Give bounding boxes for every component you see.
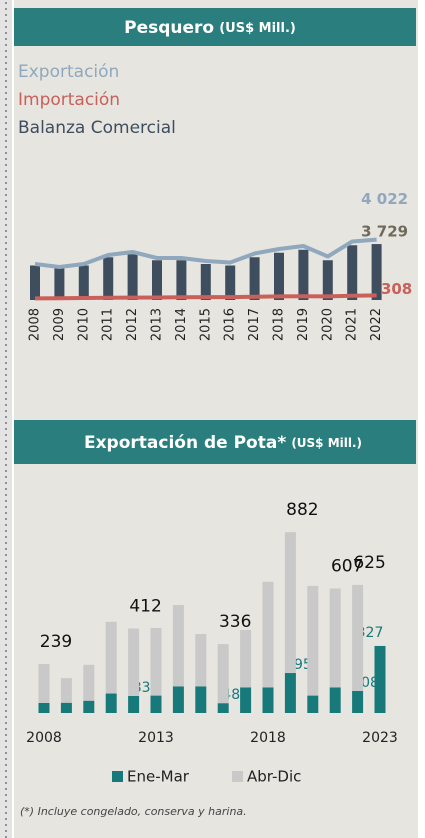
bar-segment: [284, 532, 296, 674]
total-label: 625: [353, 553, 385, 573]
total-label: 607: [331, 557, 363, 577]
x-tick-label: 2019: [296, 308, 311, 341]
chart-title: Pesquero (US$ Mill.): [124, 18, 296, 39]
x-tick-label: 2013: [150, 308, 165, 341]
side-strip: [0, 0, 12, 838]
bar: [274, 252, 284, 300]
x-tick-label: 2020: [320, 308, 335, 341]
bar-segment: [262, 581, 274, 688]
bar: [30, 265, 40, 300]
x-tick-label: 2018: [250, 730, 286, 746]
bar-segment: [128, 695, 140, 713]
legend-swatch: [112, 771, 123, 782]
bar-segment: [374, 645, 386, 713]
bar-segment: [172, 686, 184, 713]
bar-segment: [240, 629, 252, 688]
footnote: (*) Incluye congelado, conserva y harina…: [20, 805, 247, 818]
bar-segment: [38, 702, 50, 713]
x-tick-label: 2009: [52, 308, 67, 341]
chart-title: Exportación de Pota* (US$ Mill.): [84, 433, 362, 454]
legend-label: Abr-Dic: [247, 768, 301, 786]
bar: [78, 265, 89, 300]
x-tick-label: 2010: [76, 308, 91, 341]
x-tick-label: 2022: [369, 308, 384, 341]
legend-swatch: [232, 771, 243, 782]
bar: [176, 260, 187, 300]
bar: [347, 245, 358, 300]
x-tick-label: 2011: [101, 308, 116, 341]
legend-label: Exportación: [18, 62, 119, 82]
x-tick-label: 2018: [272, 308, 287, 341]
bar: [249, 257, 260, 300]
header-bar: [14, 420, 416, 464]
bar-segment: [352, 690, 364, 713]
bar-segment: [195, 634, 207, 687]
data-label: 308: [381, 280, 412, 298]
x-tick-label: 2021: [345, 308, 360, 341]
bar: [54, 268, 65, 300]
x-tick-label: 2014: [174, 308, 189, 341]
bar-segment: [329, 687, 341, 713]
x-tick-label: 2015: [198, 308, 213, 341]
bar-segment: [83, 700, 95, 713]
bar-segment: [105, 621, 117, 694]
bar: [322, 260, 333, 300]
bar-segment: [284, 673, 296, 713]
total-label: 239: [40, 632, 72, 652]
data-label: 3 729: [361, 223, 408, 241]
bar-segment: [262, 687, 274, 713]
bar-segment: [352, 584, 364, 691]
bar: [200, 264, 211, 300]
bar: [152, 260, 162, 300]
x-tick-label: 2017: [247, 308, 262, 341]
bar: [225, 265, 236, 300]
x-tick-label: 2012: [125, 308, 140, 341]
bar-segment: [150, 627, 162, 696]
bar-segment: [217, 644, 229, 704]
bar-segment: [38, 664, 50, 703]
bar-segment: [307, 585, 319, 696]
bar: [371, 244, 382, 300]
bar-segment: [105, 693, 117, 713]
x-tick-label: 2023: [362, 730, 398, 746]
bar-segment: [150, 695, 162, 713]
bar-segment: [217, 703, 229, 713]
bar: [127, 254, 138, 300]
total-label: 412: [129, 597, 161, 617]
bar-segment: [307, 695, 319, 713]
bar-segment: [128, 628, 140, 696]
legend-label: Importación: [18, 90, 120, 110]
bar: [103, 257, 114, 300]
total-label: 882: [286, 500, 318, 520]
data-label: 327: [357, 625, 384, 641]
panel: [14, 0, 418, 838]
data-label: 4 022: [361, 190, 408, 208]
legend-label: Balanza Comercial: [18, 118, 176, 138]
line: [34, 237, 377, 269]
bar-segment: [172, 604, 184, 687]
bar-segment: [83, 664, 95, 701]
bar-segment: [60, 702, 72, 713]
line: [34, 293, 377, 301]
header-bar: [14, 8, 416, 46]
x-tick-label: 2016: [223, 308, 238, 341]
bar: [298, 249, 309, 300]
bar-segment: [60, 678, 72, 703]
x-tick-label: 2008: [28, 308, 43, 341]
bar-segment: [195, 686, 207, 713]
x-tick-label: 2013: [138, 730, 174, 746]
bar-segment: [240, 687, 252, 713]
total-label: 336: [219, 612, 251, 632]
x-tick-label: 2008: [26, 730, 62, 746]
legend-label: Ene-Mar: [127, 768, 190, 786]
bar-segment: [329, 588, 341, 688]
